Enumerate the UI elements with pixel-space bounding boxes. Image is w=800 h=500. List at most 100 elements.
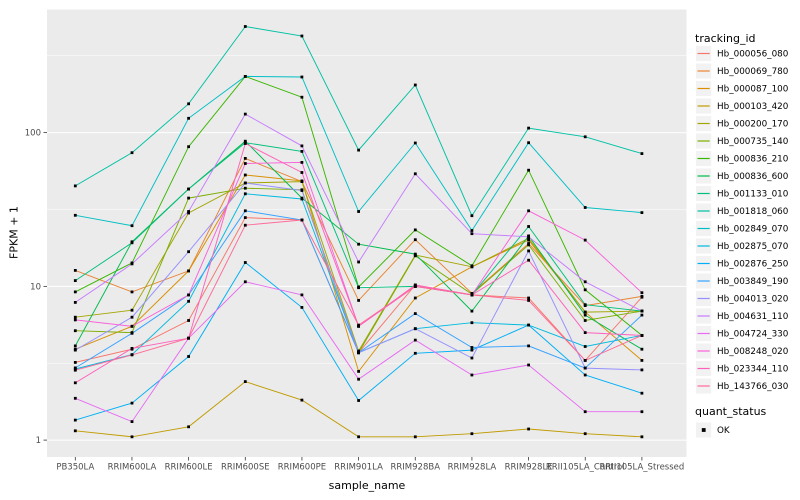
data-point-marker <box>413 238 417 242</box>
x-tick-label: RRIM600SE <box>221 463 270 473</box>
data-point-marker <box>583 331 587 334</box>
data-point-marker <box>187 211 190 215</box>
data-point-marker <box>583 345 587 348</box>
data-point-marker <box>413 327 417 331</box>
data-point-marker <box>300 171 304 174</box>
data-point-marker <box>243 380 247 383</box>
data-point-marker <box>130 353 134 357</box>
x-axis-title: sample_name <box>328 479 406 492</box>
data-point-marker <box>470 309 474 313</box>
legend-label-Hb_000056_080: Hb_000056_080 <box>717 50 789 60</box>
data-point-marker <box>527 238 530 242</box>
data-point-marker <box>73 368 77 372</box>
legend-label-Hb_000836_600: Hb_000836_600 <box>717 172 789 182</box>
data-point-marker <box>187 336 190 340</box>
data-point-marker <box>243 142 247 145</box>
data-point-marker <box>640 410 644 414</box>
data-point-marker <box>527 168 530 172</box>
data-point-marker <box>300 180 304 183</box>
data-point-marker <box>300 293 304 297</box>
legend-label-Hb_002875_070: Hb_002875_070 <box>717 242 789 252</box>
data-point-marker <box>413 172 417 176</box>
data-point-marker <box>470 293 474 297</box>
x-tick-label: RRIM600LA <box>108 463 157 473</box>
y-tick-label: 10 <box>30 282 41 292</box>
data-point-marker <box>527 363 530 367</box>
data-point-marker <box>130 401 134 405</box>
legend-label-Hb_000087_100: Hb_000087_100 <box>717 85 789 95</box>
legend-label-Hb_001818_060: Hb_001818_060 <box>717 207 789 217</box>
data-point-marker <box>470 346 474 349</box>
legend-title: tracking_id <box>695 32 756 45</box>
data-point-marker <box>357 242 360 246</box>
data-point-marker <box>470 264 474 268</box>
data-point-marker <box>640 152 644 155</box>
data-point-marker <box>187 145 190 149</box>
data-point-marker <box>583 373 587 377</box>
x-tick-label: RRIM901LA <box>334 463 383 473</box>
y-tick-label: 100 <box>25 129 41 139</box>
data-point-marker <box>130 241 134 245</box>
data-point-marker <box>300 306 304 309</box>
data-point-marker <box>413 338 417 342</box>
legend-label-Hb_004013_020: Hb_004013_020 <box>717 295 789 305</box>
data-point-marker <box>583 280 587 284</box>
data-point-marker <box>300 218 304 222</box>
data-point-marker <box>527 344 530 348</box>
data-point-marker <box>357 260 360 264</box>
data-point-marker <box>357 286 360 290</box>
data-point-marker <box>73 279 77 282</box>
data-point-marker <box>640 347 644 351</box>
data-point-marker <box>243 25 247 28</box>
y-axis-title: FPKM + 1 <box>7 206 21 259</box>
data-point-marker <box>73 344 77 348</box>
data-point-marker <box>187 293 190 297</box>
data-point-marker <box>130 315 134 319</box>
data-point-marker <box>187 269 190 273</box>
data-point-marker <box>243 216 247 219</box>
data-point-marker <box>640 334 644 337</box>
data-point-marker <box>583 303 587 307</box>
data-point-marker <box>583 238 587 242</box>
data-point-marker <box>130 331 134 335</box>
data-point-marker <box>640 295 644 298</box>
data-point-marker <box>527 209 530 213</box>
data-point-marker <box>130 290 134 294</box>
data-point-marker <box>243 192 247 196</box>
legend-label-Hb_000735_140: Hb_000735_140 <box>717 137 789 147</box>
x-tick-label: RRIM928LA <box>448 463 497 473</box>
data-point-marker <box>583 366 587 370</box>
data-point-marker <box>73 184 77 188</box>
data-point-marker <box>527 243 530 247</box>
data-point-marker <box>583 359 587 362</box>
data-point-marker <box>73 290 77 294</box>
data-point-marker <box>73 269 77 272</box>
data-point-marker <box>413 141 417 145</box>
data-point-marker <box>470 373 474 377</box>
data-point-marker <box>357 351 360 355</box>
data-point-marker <box>413 252 417 256</box>
data-point-marker <box>243 112 247 116</box>
data-point-marker <box>187 187 190 191</box>
data-point-marker <box>413 83 417 87</box>
data-point-marker <box>527 225 530 228</box>
data-point-marker <box>300 161 304 164</box>
data-point-marker <box>73 329 77 333</box>
data-point-marker <box>243 173 247 177</box>
data-point-marker <box>73 429 77 433</box>
data-point-marker <box>187 299 190 303</box>
x-tick-label: RRIM600LE <box>165 463 213 473</box>
data-point-marker <box>357 435 360 439</box>
legend-label-Hb_002876_250: Hb_002876_250 <box>717 260 789 270</box>
plot-panel <box>47 9 687 457</box>
legend-label-Hb_143766_030: Hb_143766_030 <box>717 382 789 392</box>
data-point-marker <box>470 432 474 436</box>
data-point-marker <box>73 348 77 352</box>
x-tick-label: RRII105LA_Control <box>546 463 625 473</box>
data-point-marker <box>243 186 247 190</box>
legend-label-Hb_000836_210: Hb_000836_210 <box>717 155 789 165</box>
data-point-marker <box>73 381 77 385</box>
data-point-marker <box>130 435 134 439</box>
